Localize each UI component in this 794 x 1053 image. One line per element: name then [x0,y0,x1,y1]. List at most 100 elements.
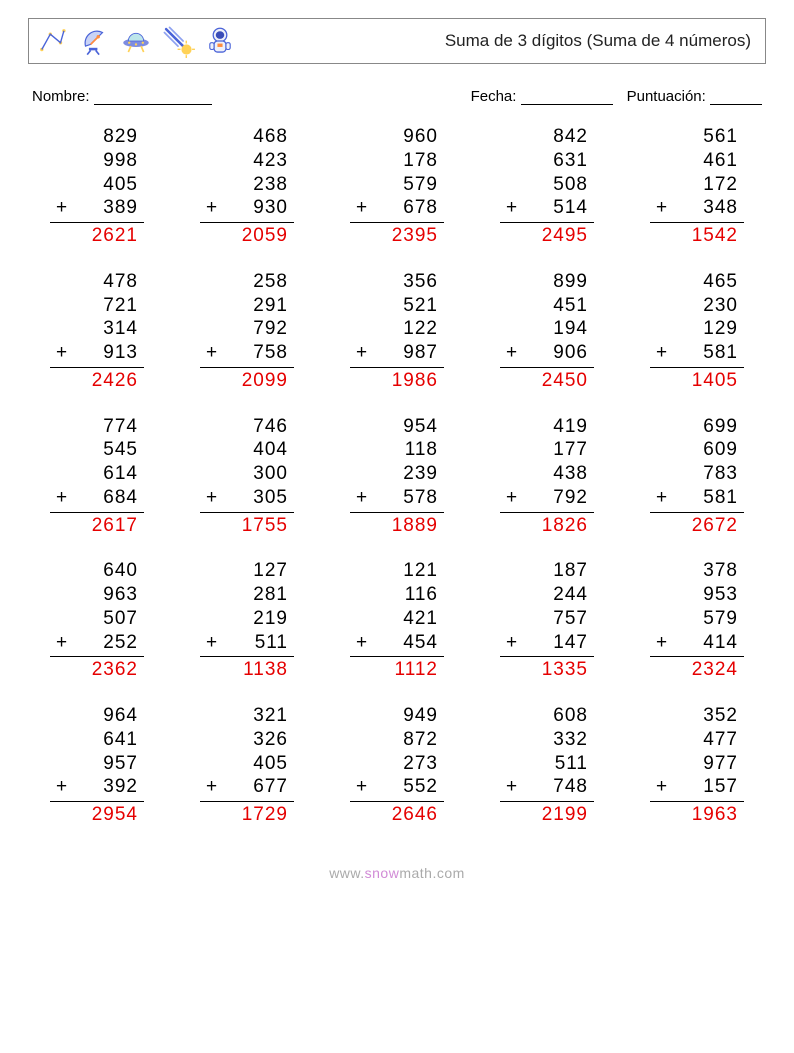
problem: 465230129+5811405 [642,270,752,393]
last-addend-row: +514 [492,196,602,220]
answer: 2324 [642,658,752,682]
header-icons [35,24,237,58]
addend: 511 [492,752,602,776]
addend: 300 [192,462,302,486]
addend: 507 [42,607,152,631]
last-addend-row: +913 [42,341,152,365]
last-addend-row: +252 [42,631,152,655]
last-addend-row: +684 [42,486,152,510]
worksheet-page: Suma de 3 dígitos (Suma de 4 números) No… [0,0,794,1053]
addend: 291 [192,294,302,318]
addend: 964 [42,704,152,728]
sum-rule [650,367,744,368]
addend: 305 [253,486,288,510]
answer: 2059 [192,224,302,248]
problem: 774545614+6842617 [42,415,152,538]
sum-rule [650,801,744,802]
meta-row: Nombre: Fecha: Puntuación: [32,88,762,105]
addend: 913 [103,341,138,365]
footer-accent: snow [365,865,400,881]
addend: 451 [492,294,602,318]
last-addend-row: +748 [492,775,602,799]
answer: 1755 [192,514,302,538]
problem: 964641957+3922954 [42,704,152,827]
answer: 2621 [42,224,152,248]
last-addend-row: +552 [342,775,452,799]
answer: 1138 [192,658,302,682]
problem: 187244757+1471335 [492,559,602,682]
sum-rule [350,222,444,223]
addend: 608 [492,704,602,728]
addend: 172 [642,173,752,197]
addend: 511 [255,631,288,655]
last-addend-row: +578 [342,486,452,510]
addend: 187 [492,559,602,583]
addend: 122 [342,317,452,341]
addend: 998 [42,149,152,173]
addend: 514 [553,196,588,220]
addend: 219 [192,607,302,631]
addend: 194 [492,317,602,341]
problem: 608332511+7482199 [492,704,602,827]
addend: 699 [642,415,752,439]
addend: 774 [42,415,152,439]
addend: 461 [642,149,752,173]
last-addend-row: +147 [492,631,602,655]
addend: 157 [703,775,738,799]
addend: 129 [642,317,752,341]
addend: 757 [492,607,602,631]
footer-prefix: www. [329,865,364,881]
addend: 178 [342,149,452,173]
plus-operator: + [656,486,668,510]
answer: 2199 [492,803,602,827]
addend: 116 [342,583,452,607]
addend: 273 [342,752,452,776]
sum-rule [50,801,144,802]
sum-rule [350,656,444,657]
addend: 678 [403,196,438,220]
addend: 477 [642,728,752,752]
sum-rule [500,367,594,368]
addend: 748 [553,775,588,799]
addend: 405 [192,752,302,776]
last-addend-row: +305 [192,486,302,510]
plus-operator: + [506,341,518,365]
score-field: Puntuación: [627,88,762,105]
sum-rule [650,222,744,223]
plus-operator: + [656,775,668,799]
worksheet-title: Suma de 3 dígitos (Suma de 4 números) [445,31,751,51]
satellite-dish-icon [77,24,111,58]
addend: 684 [103,486,138,510]
answer: 2099 [192,369,302,393]
problem: 478721314+9132426 [42,270,152,393]
answer: 1335 [492,658,602,682]
answer: 2646 [342,803,452,827]
date-label: Fecha: [471,88,517,105]
answer: 1729 [192,803,302,827]
answer: 1542 [642,224,752,248]
plus-operator: + [656,631,668,655]
addend: 640 [42,559,152,583]
last-addend-row: +581 [642,486,752,510]
sum-rule [500,656,594,657]
plus-operator: + [56,486,68,510]
sum-rule [500,801,594,802]
sum-rule [350,367,444,368]
answer: 1986 [342,369,452,393]
problem: 468423238+9302059 [192,125,302,248]
comet-icon [161,24,195,58]
sum-rule [650,512,744,513]
addend: 545 [42,438,152,462]
addend: 957 [42,752,152,776]
answer: 2672 [642,514,752,538]
constellation-icon [35,24,69,58]
addend: 953 [642,583,752,607]
last-addend-row: +392 [42,775,152,799]
last-addend-row: +389 [42,196,152,220]
problem: 378953579+4142324 [642,559,752,682]
addend: 314 [42,317,152,341]
addend: 238 [192,173,302,197]
addend: 177 [492,438,602,462]
addend: 581 [703,486,738,510]
sum-rule [200,656,294,657]
